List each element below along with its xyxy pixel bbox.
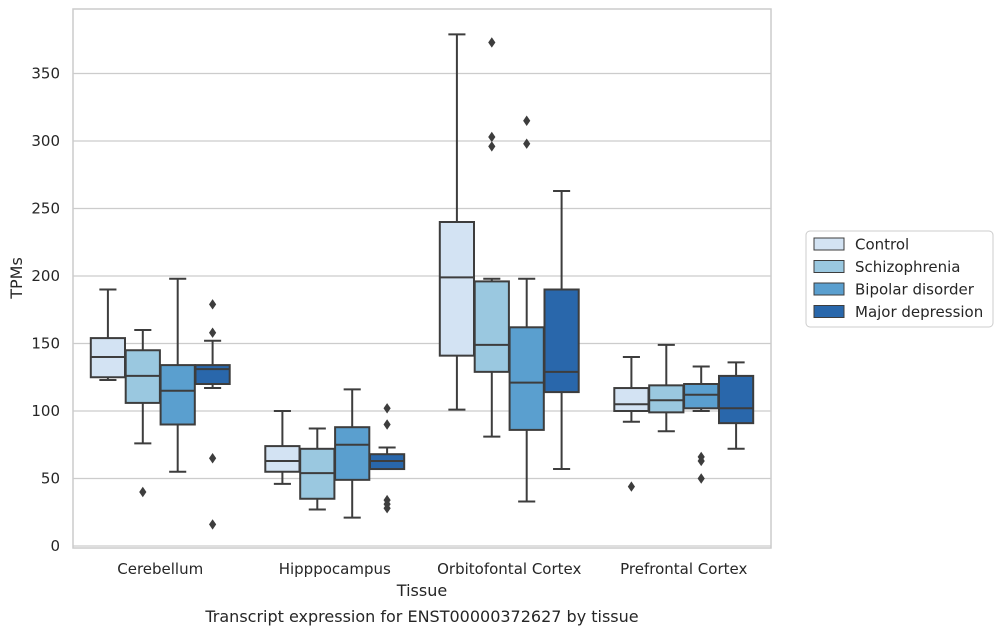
outlier-point [209, 519, 217, 530]
legend: Control Schizophrenia Bipolar disorder Majo… [805, 230, 994, 328]
y-tick-label: 0 [50, 537, 60, 555]
outlier-point [139, 486, 147, 498]
box-iqr [543, 288, 580, 394]
gridlines [73, 72, 771, 547]
legend-swatch [813, 282, 845, 296]
plot-area [72, 8, 772, 549]
box-iqr [717, 374, 755, 425]
box-schizophrenia [299, 427, 336, 511]
box-bipolar-disorder [683, 365, 720, 484]
outlier-point [209, 299, 217, 310]
legend-label: Bipolar disorder [855, 281, 975, 299]
box-control [264, 410, 301, 485]
box-bipolar-disorder [508, 115, 545, 503]
outlier-point [523, 138, 531, 149]
outlier-point [383, 503, 391, 514]
outlier-point [627, 481, 635, 492]
x-axis-label: Tissue [396, 581, 447, 600]
outlier-point [383, 403, 391, 414]
box-iqr [508, 326, 545, 431]
y-tick-labels: 0 50 100 150 200 250 300 350 [31, 65, 60, 556]
box-bipolar-disorder [159, 277, 196, 473]
box-major-depression [717, 361, 755, 450]
outlier-point [697, 455, 705, 467]
box-schizophrenia [124, 329, 161, 498]
outlier-point [488, 141, 496, 152]
boxes-layer [89, 33, 755, 530]
box-iqr [648, 384, 685, 414]
figure-caption: Transcript expression for ENST0000037262… [204, 607, 638, 626]
x-tick-label: Orbitofontal Cortex [437, 560, 581, 578]
y-tick-label: 150 [31, 335, 60, 353]
box-control [438, 33, 476, 411]
box-iqr [334, 426, 371, 481]
x-tick-label: Hipppocampus [279, 560, 391, 578]
box-schizophrenia [473, 37, 510, 438]
y-tick-label: 350 [31, 65, 60, 83]
legend-label: Control [855, 236, 909, 254]
box-iqr [438, 221, 476, 357]
legend-frame [805, 230, 994, 328]
x-tick-label: Prefrontal Cortex [620, 560, 747, 578]
box-iqr [264, 445, 301, 473]
box-iqr [613, 387, 650, 412]
box-iqr [683, 383, 720, 410]
legend-swatch [813, 260, 845, 273]
box-major-depression [194, 299, 231, 530]
outlier-point [523, 115, 531, 126]
legend-swatch [813, 237, 845, 251]
outlier-point [383, 419, 391, 430]
outlier-point [488, 37, 496, 48]
y-tick-label: 250 [31, 200, 60, 218]
box-iqr [159, 364, 196, 426]
outlier-point [209, 327, 217, 338]
y-tick-label: 300 [31, 132, 60, 150]
box-iqr [473, 280, 510, 373]
box-iqr [194, 364, 231, 386]
legend-label: Schizophrenia [855, 258, 960, 276]
y-tick-label: 100 [31, 402, 60, 420]
x-tick-labels: Cerebellum Hipppocampus Orbitofontal Corte… [117, 560, 747, 578]
box-major-depression [543, 189, 580, 471]
x-tick-label: Cerebellum [117, 560, 203, 578]
legend-swatch [813, 305, 845, 318]
outlier-point [488, 131, 496, 143]
y-tick-label: 50 [41, 470, 60, 488]
box-control [89, 288, 127, 381]
outlier-point [209, 453, 217, 464]
y-tick-label: 200 [31, 267, 60, 285]
box-bipolar-disorder [334, 388, 371, 519]
outlier-point [697, 473, 705, 484]
legend-label: Major depression [855, 303, 983, 321]
box-major-depression [368, 403, 406, 514]
y-axis-label: TPMs [7, 257, 26, 300]
